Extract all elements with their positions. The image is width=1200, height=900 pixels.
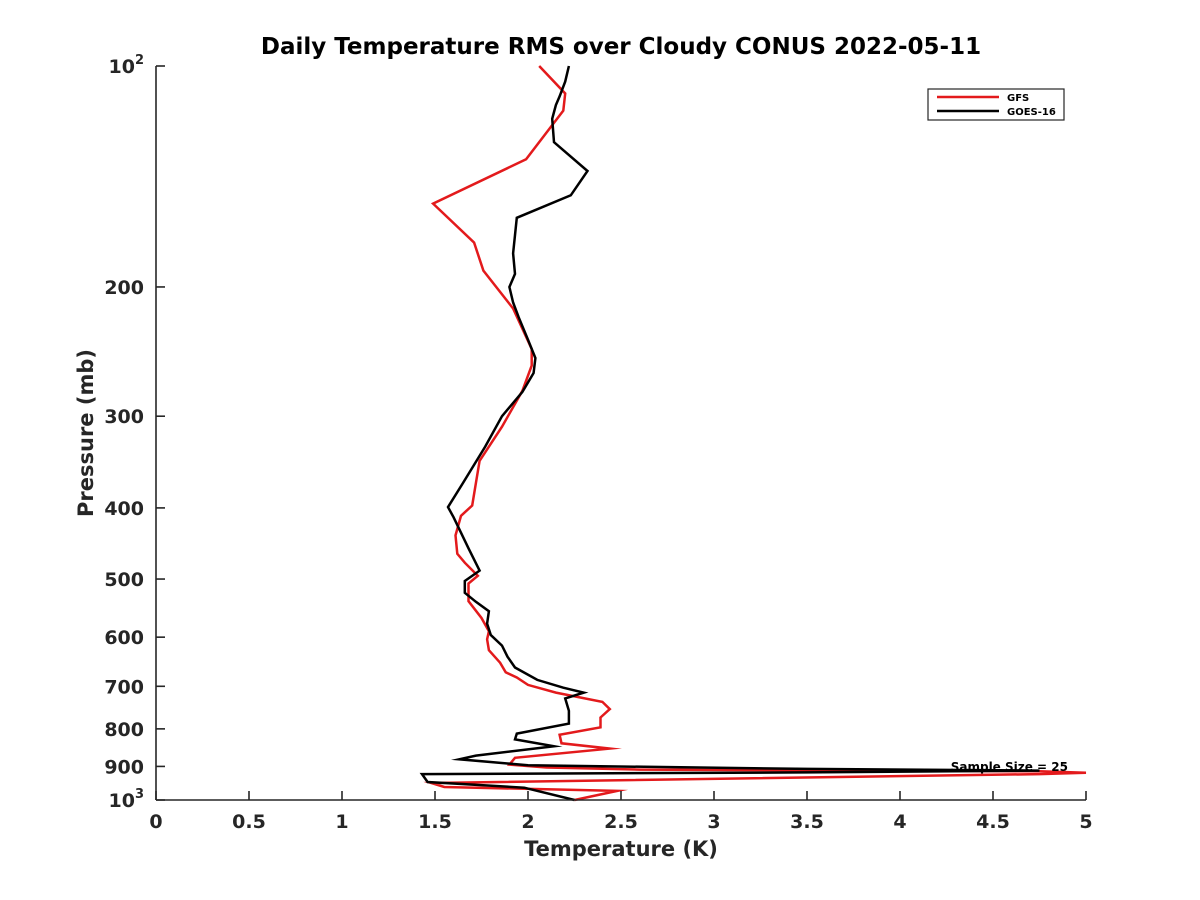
y-tick-label: 300 bbox=[104, 406, 144, 428]
x-tick-label: 2.5 bbox=[604, 811, 638, 833]
legend-label-goes16: GOES-16 bbox=[1007, 107, 1056, 118]
x-tick-label: 1.5 bbox=[418, 811, 452, 833]
chart-title: Daily Temperature RMS over Cloudy CONUS … bbox=[261, 34, 981, 60]
x-tick-label: 5 bbox=[1079, 811, 1092, 833]
y-tick-label: 200 bbox=[104, 277, 144, 299]
x-tick-label: 4 bbox=[893, 811, 906, 833]
legend: GFS GOES-16 bbox=[927, 88, 1065, 121]
sample-size-annotation: Sample Size = 25 bbox=[951, 760, 1068, 774]
y-tick-label: 102 bbox=[109, 53, 145, 78]
x-tick-label: 2 bbox=[521, 811, 534, 833]
y-tick-label: 400 bbox=[104, 498, 144, 520]
y-tick-label: 500 bbox=[104, 569, 144, 591]
x-tick-label: 0 bbox=[149, 811, 162, 833]
y-tick-label: 700 bbox=[104, 676, 144, 698]
y-tick-label: 900 bbox=[104, 756, 144, 778]
x-tick-label: 0.5 bbox=[232, 811, 266, 833]
series-line-goes16 bbox=[419, 65, 1040, 802]
x-tick-label: 1 bbox=[335, 811, 348, 833]
legend-label-gfs: GFS bbox=[1007, 93, 1029, 104]
x-axis-label: Temperature (K) bbox=[524, 837, 718, 861]
y-tick-label: 103 bbox=[109, 787, 145, 812]
plot-area bbox=[156, 66, 1086, 800]
x-axis-ticks: 0 0.5 1 1.5 2 2.5 3 3.5 4 4.5 5 bbox=[149, 791, 1093, 833]
y-axis-ticks: 102 200 300 400 500 600 700 800 900 103 bbox=[104, 53, 165, 812]
y-axis-label: Pressure (mb) bbox=[74, 349, 98, 517]
legend-box bbox=[927, 88, 1065, 121]
series-layer bbox=[419, 65, 1087, 802]
x-tick-label: 3.5 bbox=[790, 811, 824, 833]
plot-background bbox=[156, 66, 1086, 800]
y-tick-label: 600 bbox=[104, 627, 144, 649]
x-tick-label: 4.5 bbox=[976, 811, 1010, 833]
y-tick-label: 800 bbox=[104, 719, 144, 741]
x-tick-label: 3 bbox=[707, 811, 720, 833]
